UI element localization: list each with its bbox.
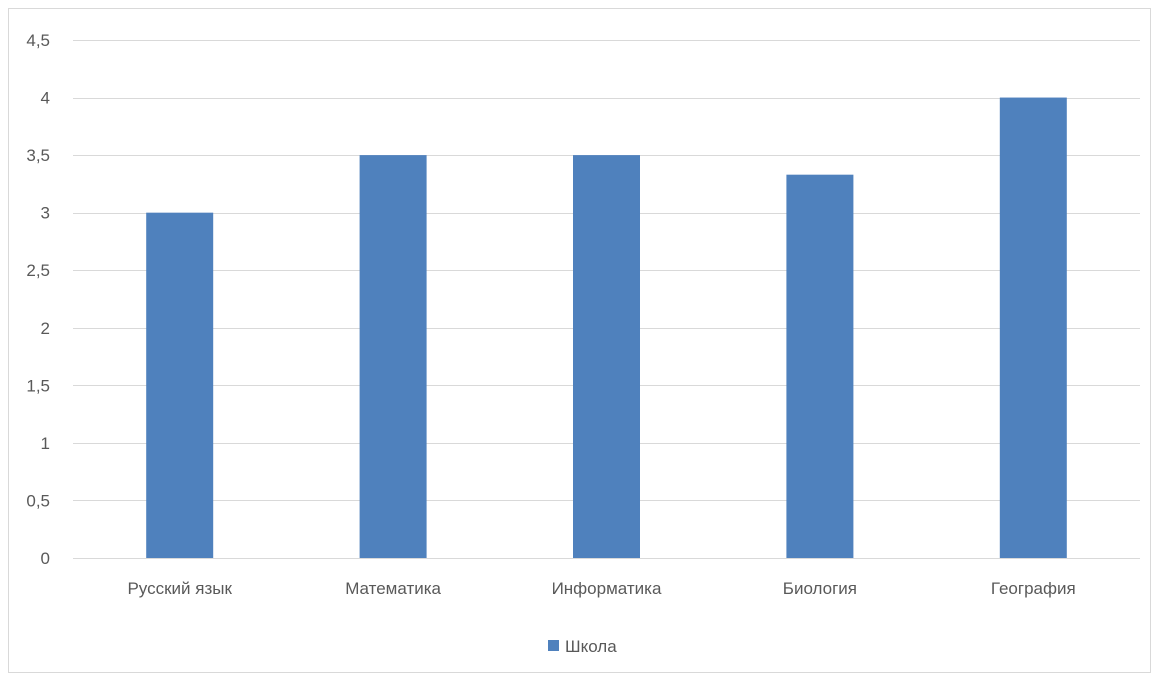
gridlines	[73, 40, 1140, 559]
y-tick-label: 0	[41, 549, 50, 568]
y-tick-label: 1	[41, 434, 50, 453]
bar	[146, 212, 214, 558]
legend: Школа	[548, 637, 617, 656]
y-tick-label: 4,5	[26, 31, 50, 50]
y-tick-label: 2,5	[26, 261, 50, 280]
x-category-label: Информатика	[552, 579, 662, 598]
legend-label: Школа	[565, 637, 617, 656]
y-tick-label: 3	[41, 204, 50, 223]
x-axis-categories: Русский язык Математика Информатика Биологи…	[127, 579, 1075, 598]
y-tick-label: 2	[41, 319, 50, 338]
bar	[359, 155, 427, 558]
bar	[786, 174, 854, 558]
y-axis-ticks: 0 0,5 1 1,5 2 2,5 3 3,5 4 4,5	[26, 31, 50, 568]
y-tick-label: 3,5	[26, 146, 50, 165]
x-category-label: Математика	[345, 579, 441, 598]
y-tick-label: 1,5	[26, 376, 50, 395]
x-category-label: Биология	[783, 579, 857, 598]
x-category-label: Русский язык	[127, 579, 232, 598]
bar	[999, 97, 1067, 559]
y-tick-label: 0,5	[26, 491, 50, 510]
y-tick-label: 4	[41, 89, 50, 108]
bar	[573, 155, 640, 558]
legend-swatch	[548, 640, 559, 651]
x-category-label: География	[991, 579, 1076, 598]
bars	[146, 97, 1067, 559]
